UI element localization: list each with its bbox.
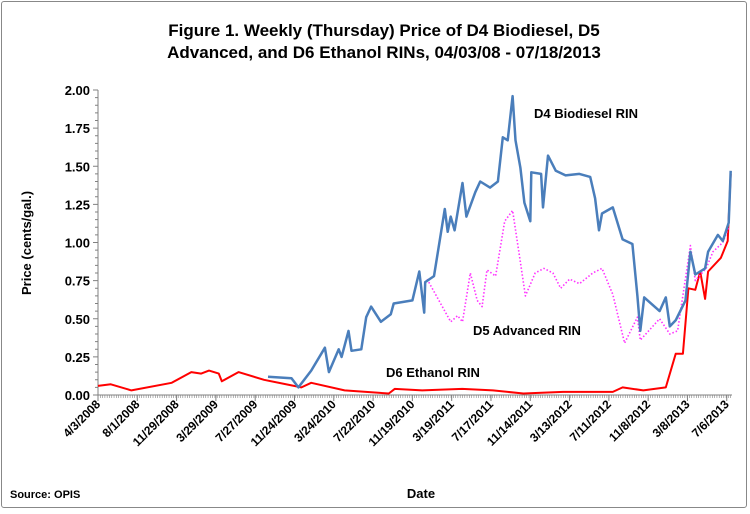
x-tick-label: 3/19/2011 [410, 397, 457, 444]
x-tick-label: 11/8/2012 [606, 397, 653, 444]
y-tick-label: 1.75 [65, 121, 90, 136]
series-line-d4-biodiesel-rin [267, 94, 732, 389]
y-tick-label: 1.00 [65, 236, 90, 251]
x-tick-label: 7/11/2012 [567, 397, 614, 444]
x-tick-label: 4/3/2008 [60, 397, 103, 440]
y-tick-label: 1.25 [65, 197, 90, 212]
series-label-d6: D6 Ethanol RIN [386, 365, 480, 380]
chart-title-line2: Advanced, and D6 Ethanol RINs, 04/03/08 … [167, 43, 601, 62]
y-tick-label: 0.75 [65, 274, 90, 289]
y-axis-label: Price (cents/gal.) [19, 191, 34, 295]
x-tick-label: 3/8/2013 [650, 397, 693, 440]
series-label-d4: D4 Biodiesel RIN [534, 106, 638, 121]
axes: 0.00 0.25 0.50 0.75 1.00 1.25 1.50 1.75 2.00 4/3/… [60, 83, 732, 449]
x-tick-label: 3/13/2012 [527, 397, 575, 445]
y-tick-label: 1.50 [65, 159, 90, 174]
y-tick-label: 2.00 [65, 83, 90, 98]
x-tick-label: 7/6/2013 [689, 397, 732, 440]
series-line-d5-advanced-rin [426, 209, 730, 344]
y-tick-label: 0.00 [65, 388, 90, 403]
series-line-d6-ethanol-rin [97, 173, 732, 395]
series-label-d5: D5 Advanced RIN [473, 323, 581, 338]
y-tick-label: 0.50 [65, 312, 90, 327]
source-note: Source: OPIS [10, 489, 80, 501]
x-axis-label: Date [407, 486, 435, 501]
y-tick-label: 0.25 [65, 350, 90, 365]
chart-title-line1: Figure 1. Weekly (Thursday) Price of D4 … [168, 21, 599, 40]
plot-area [97, 94, 732, 395]
